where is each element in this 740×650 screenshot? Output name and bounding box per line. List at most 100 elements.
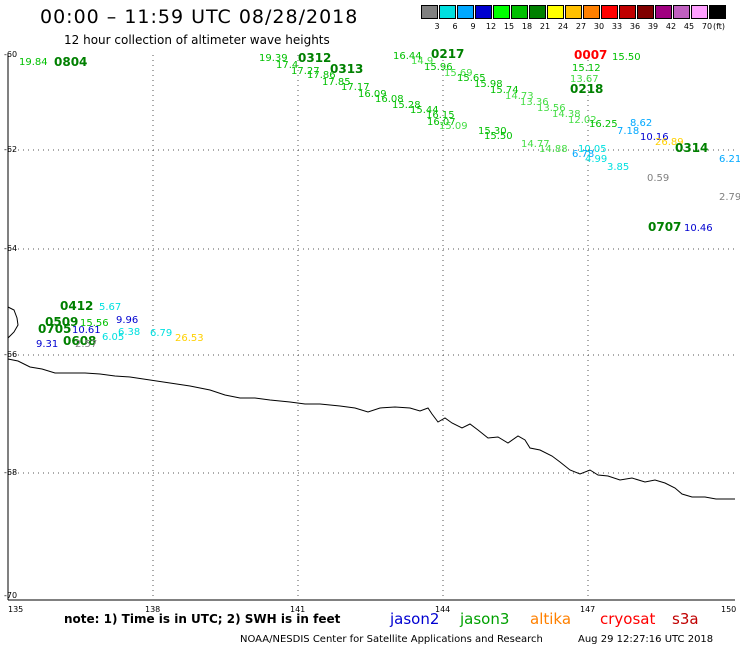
latitude-label: -62 <box>4 145 18 154</box>
legend-swatch <box>511 5 528 19</box>
footer-note: note: 1) Time is in UTC; 2) SWH is in fe… <box>64 612 341 626</box>
wave-height-value: 17.86 <box>307 70 336 81</box>
pass-time-label: 0707 <box>648 220 681 234</box>
legend-swatch <box>475 5 492 19</box>
wave-height-value: 7.18 <box>617 126 639 137</box>
wave-height-value: 15.28 <box>392 100 421 111</box>
pass-time-label: 0312 <box>298 51 331 65</box>
antarctic-coastline <box>7 306 735 500</box>
wave-height-value: 15.96 <box>424 62 453 73</box>
legend-swatch <box>547 5 564 19</box>
legend-unit: (ft) <box>713 22 726 31</box>
legend-label: 3 <box>434 22 440 31</box>
legend-label: 6 <box>452 22 458 31</box>
legend-label: 9 <box>470 22 476 31</box>
wave-height-value: 16.44 <box>393 51 422 62</box>
wave-height-value: 14.88 <box>539 144 568 155</box>
legend-label: 27 <box>575 22 587 31</box>
latitude-label: -68 <box>4 468 18 477</box>
longitude-label: 150 <box>721 605 737 614</box>
wave-height-value: 6.21 <box>719 154 740 165</box>
wave-height-value: 19.39 <box>259 53 288 64</box>
wave-height-value: 15.12 <box>572 63 601 74</box>
wave-height-value: 6.79 <box>150 328 172 339</box>
wave-height-value: 6.38 <box>118 327 140 338</box>
wave-height-value: 6.05 <box>102 332 124 343</box>
wave-height-value: 10.16 <box>640 132 669 143</box>
legend-swatch <box>529 5 546 19</box>
wave-height-value: 15.56 <box>80 318 109 329</box>
legend-swatch <box>457 5 474 19</box>
wave-height-value: 15.69 <box>444 68 473 79</box>
latitude-label: -64 <box>4 244 18 253</box>
wave-height-value: 13.56 <box>537 103 566 114</box>
observation-layer: 19.84 0804 19.3917.4031217.2717.86031317.8… <box>19 47 740 350</box>
pass-time-label: 0217 <box>431 47 464 61</box>
graticule <box>8 55 735 600</box>
legend-label: 36 <box>629 22 641 31</box>
legend-label: 30 <box>593 22 605 31</box>
wave-height-value: 13.67 <box>570 74 599 85</box>
wave-height-value: 16.07 <box>427 117 456 128</box>
longitude-label: 138 <box>145 605 161 614</box>
wave-height-value: 9.31 <box>36 339 58 350</box>
legend-label: 42 <box>665 22 677 31</box>
satellite-legend-item: cryosat <box>600 610 656 628</box>
latitude-label: -70 <box>4 591 18 600</box>
legend-label: 70 <box>701 22 713 31</box>
legend-swatch <box>601 5 618 19</box>
longitude-label: 135 <box>8 605 24 614</box>
longitude-label: 144 <box>435 605 451 614</box>
legend-label: 45 <box>683 22 695 31</box>
pass-time-label: 0804 <box>54 55 87 69</box>
wave-height-value: 13.36 <box>520 97 549 108</box>
wave-height-value: 12.02 <box>568 115 597 126</box>
wave-height-value: 15.74 <box>490 85 519 96</box>
wave-height-value: 14.77 <box>521 139 550 150</box>
wave-height-value: 15.50 <box>612 52 641 63</box>
pass-time-label: 0313 <box>330 62 363 76</box>
wave-height-value: 16.25 <box>589 119 618 130</box>
wave-height-value: 10.05 <box>578 144 607 155</box>
wave-height-value: 26.89 <box>655 137 684 148</box>
satellite-legend-item: jason3 <box>460 610 510 628</box>
wave-height-value: 16.15 <box>426 110 455 121</box>
wave-height-value: 14.38 <box>552 109 581 120</box>
wave-height-value: 14.73 <box>505 91 534 102</box>
wave-height-value: 17.27 <box>291 66 320 77</box>
legend-swatch <box>691 5 708 19</box>
legend-label: 21 <box>539 22 551 31</box>
wave-height-value: 9.96 <box>116 315 138 326</box>
wave-height-value: 14.9 <box>411 56 433 67</box>
wave-height-value: 10.61 <box>72 325 101 336</box>
pass-time-label: 0412 <box>60 299 93 313</box>
credit-line: NOAA/NESDIS Center for Satellite Applica… <box>240 634 543 645</box>
pass-time-label: 0007 <box>574 48 607 62</box>
longitude-label: 141 <box>290 605 306 614</box>
latitude-label: -60 <box>4 50 18 59</box>
wave-height-value: 15.50 <box>484 131 513 142</box>
generation-timestamp: Aug 29 12:27:16 UTC 2018 <box>578 634 714 645</box>
latitude-label: -66 <box>4 350 18 359</box>
legend-label: 12 <box>485 22 497 31</box>
wave-height-value: 17.4 <box>276 60 298 71</box>
wave-height-value: 2.57 <box>75 339 97 350</box>
wave-height-value: 15.65 <box>457 73 486 84</box>
wave-height-value: 8.62 <box>630 118 652 129</box>
wave-height-value: 6.78 <box>572 149 594 160</box>
pass-time-label: 0218 <box>570 82 603 96</box>
wave-height-value: 15.44 <box>410 105 439 116</box>
legend-swatch <box>619 5 636 19</box>
pass-time-label: 0608 <box>63 334 96 348</box>
legend-swatch <box>655 5 672 19</box>
legend-swatch <box>565 5 582 19</box>
wave-height-value: 16.08 <box>375 94 404 105</box>
wave-height-value: 5.67 <box>99 302 121 313</box>
legend-label: 24 <box>557 22 569 31</box>
legend-swatch <box>637 5 654 19</box>
wave-height-value: 15.98 <box>474 79 503 90</box>
wave-height-value: 15.09 <box>439 121 468 132</box>
wave-height-value: 15.30 <box>478 126 507 137</box>
legend-label: 18 <box>521 22 533 31</box>
